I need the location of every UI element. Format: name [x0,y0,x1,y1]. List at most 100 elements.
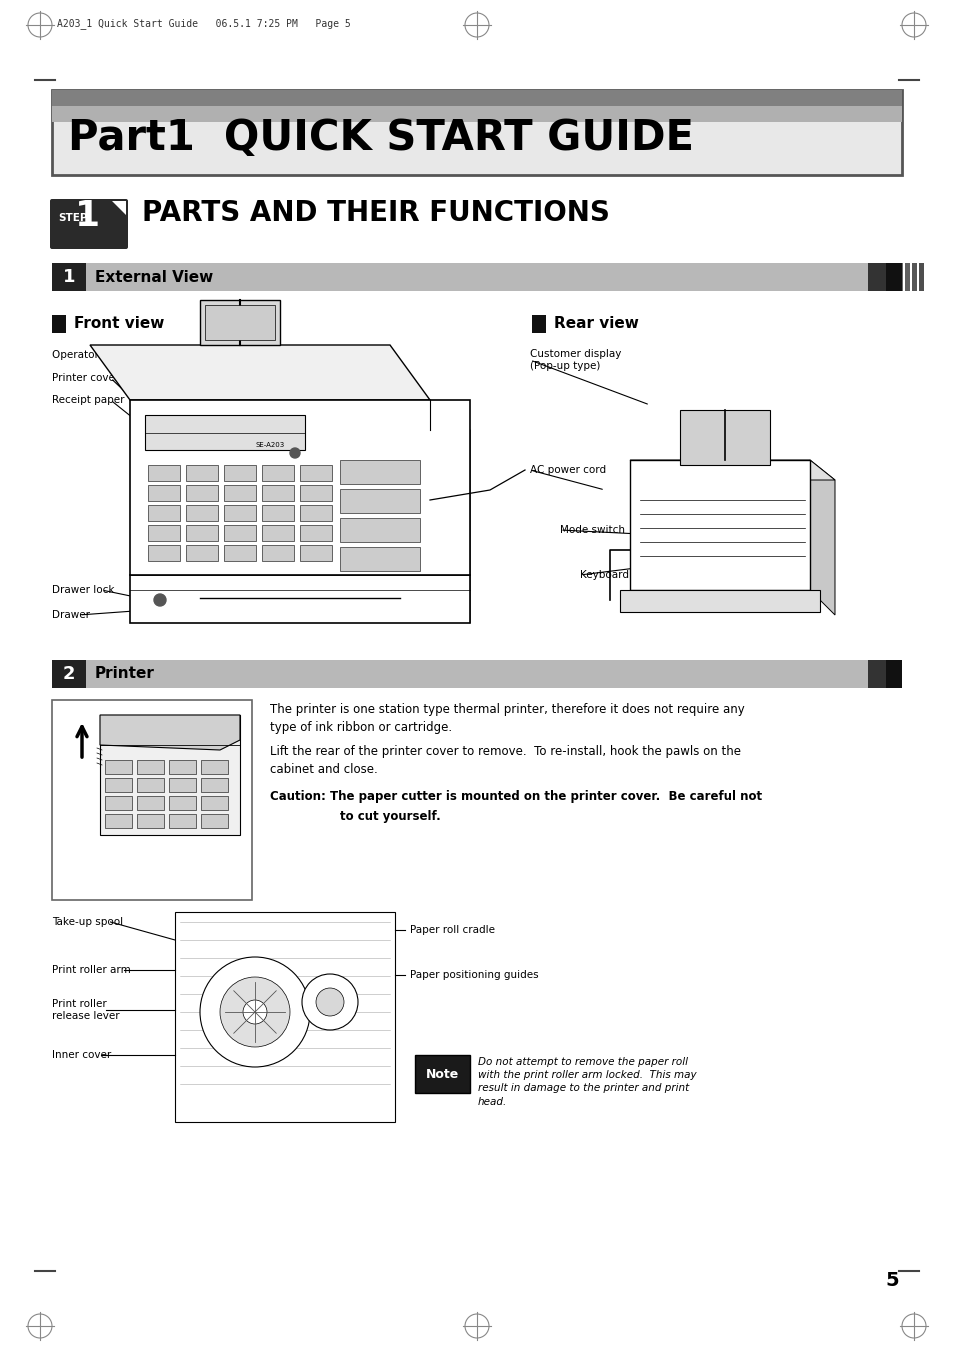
Bar [415,1055,470,1093]
Bar [148,526,180,540]
Text: The printer is one station type thermal printer, therefore it does not require a: The printer is one station type thermal … [270,703,744,734]
Circle shape [220,977,290,1047]
Bar [299,485,332,501]
Bar [224,544,255,561]
Bar [105,796,132,811]
Bar [904,263,909,290]
Text: 1: 1 [75,199,100,232]
Bar [532,315,545,332]
Bar [883,263,888,290]
Bar [186,544,218,561]
Bar [169,778,195,792]
Bar [148,505,180,521]
Text: External View: External View [95,269,213,285]
Polygon shape [430,400,470,623]
Bar [869,263,874,290]
Bar [174,912,395,1121]
Polygon shape [100,715,240,750]
Polygon shape [629,459,834,480]
Text: Front view: Front view [74,316,164,331]
Bar [876,263,882,290]
Text: to cut yourself.: to cut yourself. [339,811,440,823]
Bar [339,517,419,542]
Bar [52,105,901,122]
Text: Part1  QUICK START GUIDE: Part1 QUICK START GUIDE [68,118,693,159]
Bar [169,796,195,811]
Bar [262,465,294,481]
Circle shape [200,957,310,1067]
Bar [137,815,164,828]
Bar [262,505,294,521]
Bar [52,661,901,688]
Circle shape [290,449,299,458]
Bar [299,526,332,540]
Bar [885,263,901,290]
Polygon shape [90,345,430,400]
Bar [897,263,902,290]
Bar [148,465,180,481]
Bar [52,263,86,290]
Bar [186,465,218,481]
Text: Operator display: Operator display [52,350,139,359]
Bar [148,544,180,561]
Text: Print roller
release lever: Print roller release lever [52,1000,119,1021]
Bar [148,485,180,501]
Text: A203_1 Quick Start Guide   06.5.1 7:25 PM   Page 5: A203_1 Quick Start Guide 06.5.1 7:25 PM … [57,18,351,28]
Bar [186,526,218,540]
Bar [867,661,901,688]
Text: Paper roll cradle: Paper roll cradle [410,925,495,935]
Text: Printer cover: Printer cover [52,373,119,382]
Text: Inner cover: Inner cover [52,1050,112,1061]
Text: Rear view: Rear view [554,316,639,331]
Bar [299,465,332,481]
Circle shape [153,594,166,607]
Bar [169,815,195,828]
Bar [339,459,419,484]
Bar [130,576,470,623]
Text: Take-up spool: Take-up spool [52,917,123,927]
Bar [629,459,809,590]
Bar [105,761,132,774]
Bar [201,815,228,828]
Bar [262,526,294,540]
Bar [890,263,895,290]
Bar [867,263,901,290]
Text: Printer: Printer [95,666,154,681]
Bar [885,661,901,688]
Text: Receipt paper: Receipt paper [52,394,125,405]
Circle shape [302,974,357,1029]
Text: Drawer lock: Drawer lock [52,585,114,594]
Bar [52,315,66,332]
Bar [619,590,820,612]
FancyBboxPatch shape [50,199,128,249]
Bar [262,544,294,561]
Bar [201,778,228,792]
Text: STEP: STEP [58,213,88,223]
Bar [299,505,332,521]
Bar [52,700,252,900]
Polygon shape [200,300,280,345]
Bar [52,91,901,105]
Text: PARTS AND THEIR FUNCTIONS: PARTS AND THEIR FUNCTIONS [142,199,609,227]
Bar [169,761,195,774]
Text: 2: 2 [63,665,75,684]
Bar [145,415,305,450]
Bar [339,489,419,513]
Text: Drawer: Drawer [52,611,90,620]
Polygon shape [809,459,834,615]
Text: Mode switch: Mode switch [559,526,624,535]
Bar [224,465,255,481]
Bar [224,485,255,501]
Text: 5: 5 [884,1270,898,1289]
Bar [130,400,470,576]
Bar [201,796,228,811]
Text: 1: 1 [63,267,75,286]
Text: Print roller arm: Print roller arm [52,965,131,975]
Text: Paper positioning guides: Paper positioning guides [410,970,538,979]
Text: Customer display
(Pop-up type): Customer display (Pop-up type) [530,349,620,370]
Bar [100,715,240,835]
Bar [52,661,86,688]
Bar [339,547,419,571]
Bar [105,815,132,828]
Text: Keyboard: Keyboard [579,570,628,580]
